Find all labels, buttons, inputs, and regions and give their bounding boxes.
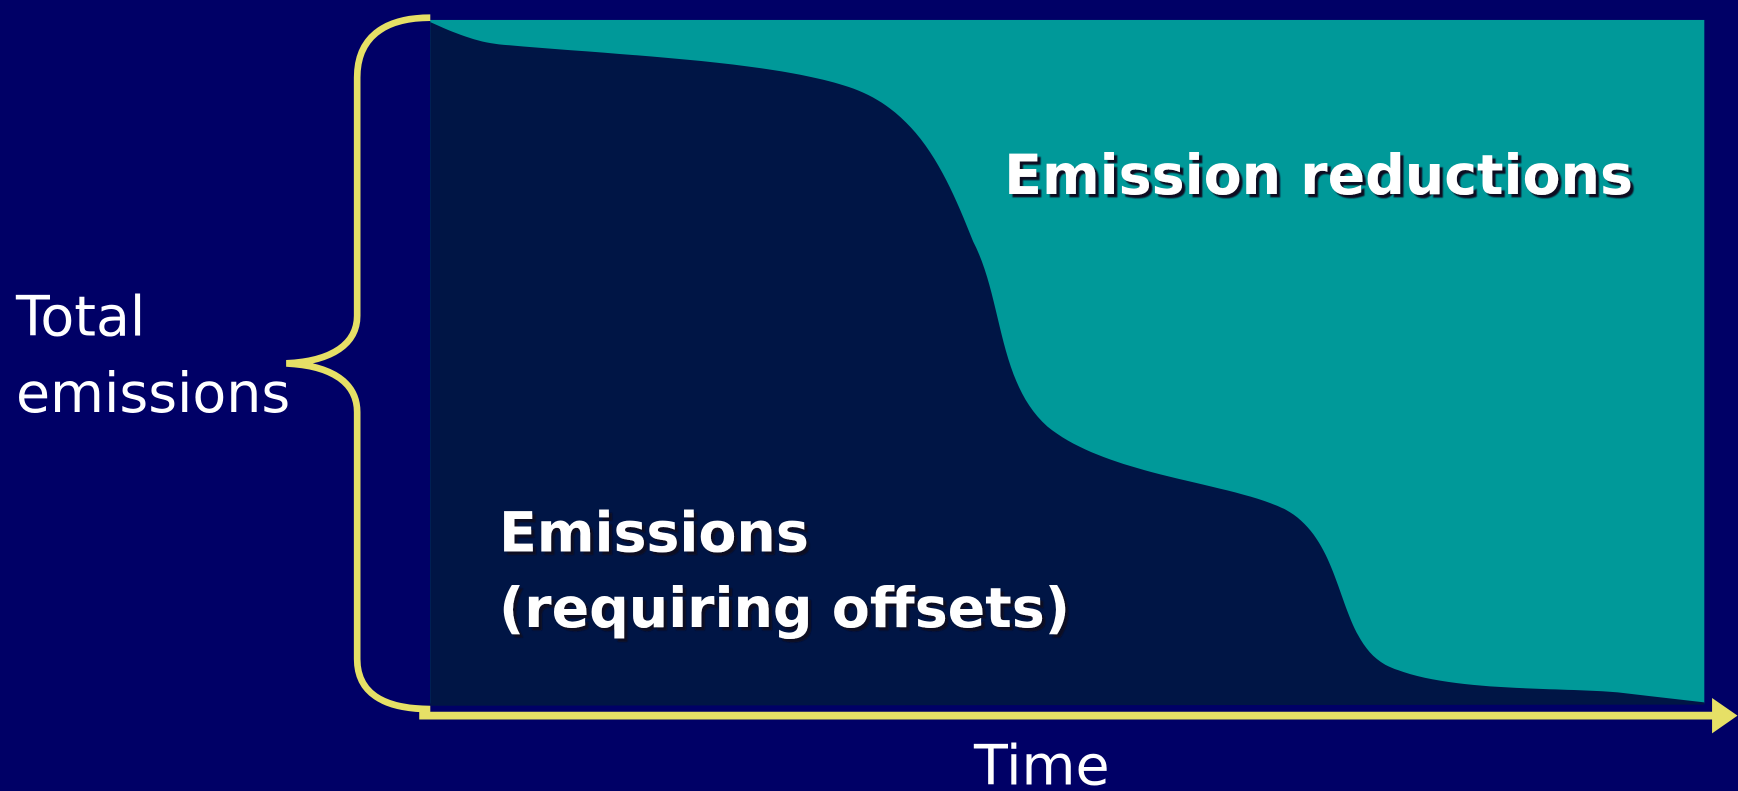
y-label-line: emissions xyxy=(16,362,290,426)
brace xyxy=(286,14,431,713)
y-label-line: Total xyxy=(15,286,145,350)
emissions-region xyxy=(430,22,1705,706)
emissions-label-line: Emissions xyxy=(499,502,809,566)
emissions-label-line: (requiring offsets) xyxy=(499,577,1070,641)
reductions-label: Emission reductions xyxy=(1004,144,1633,208)
x-label: Time xyxy=(973,734,1110,791)
axis-arrowhead xyxy=(1712,697,1738,734)
